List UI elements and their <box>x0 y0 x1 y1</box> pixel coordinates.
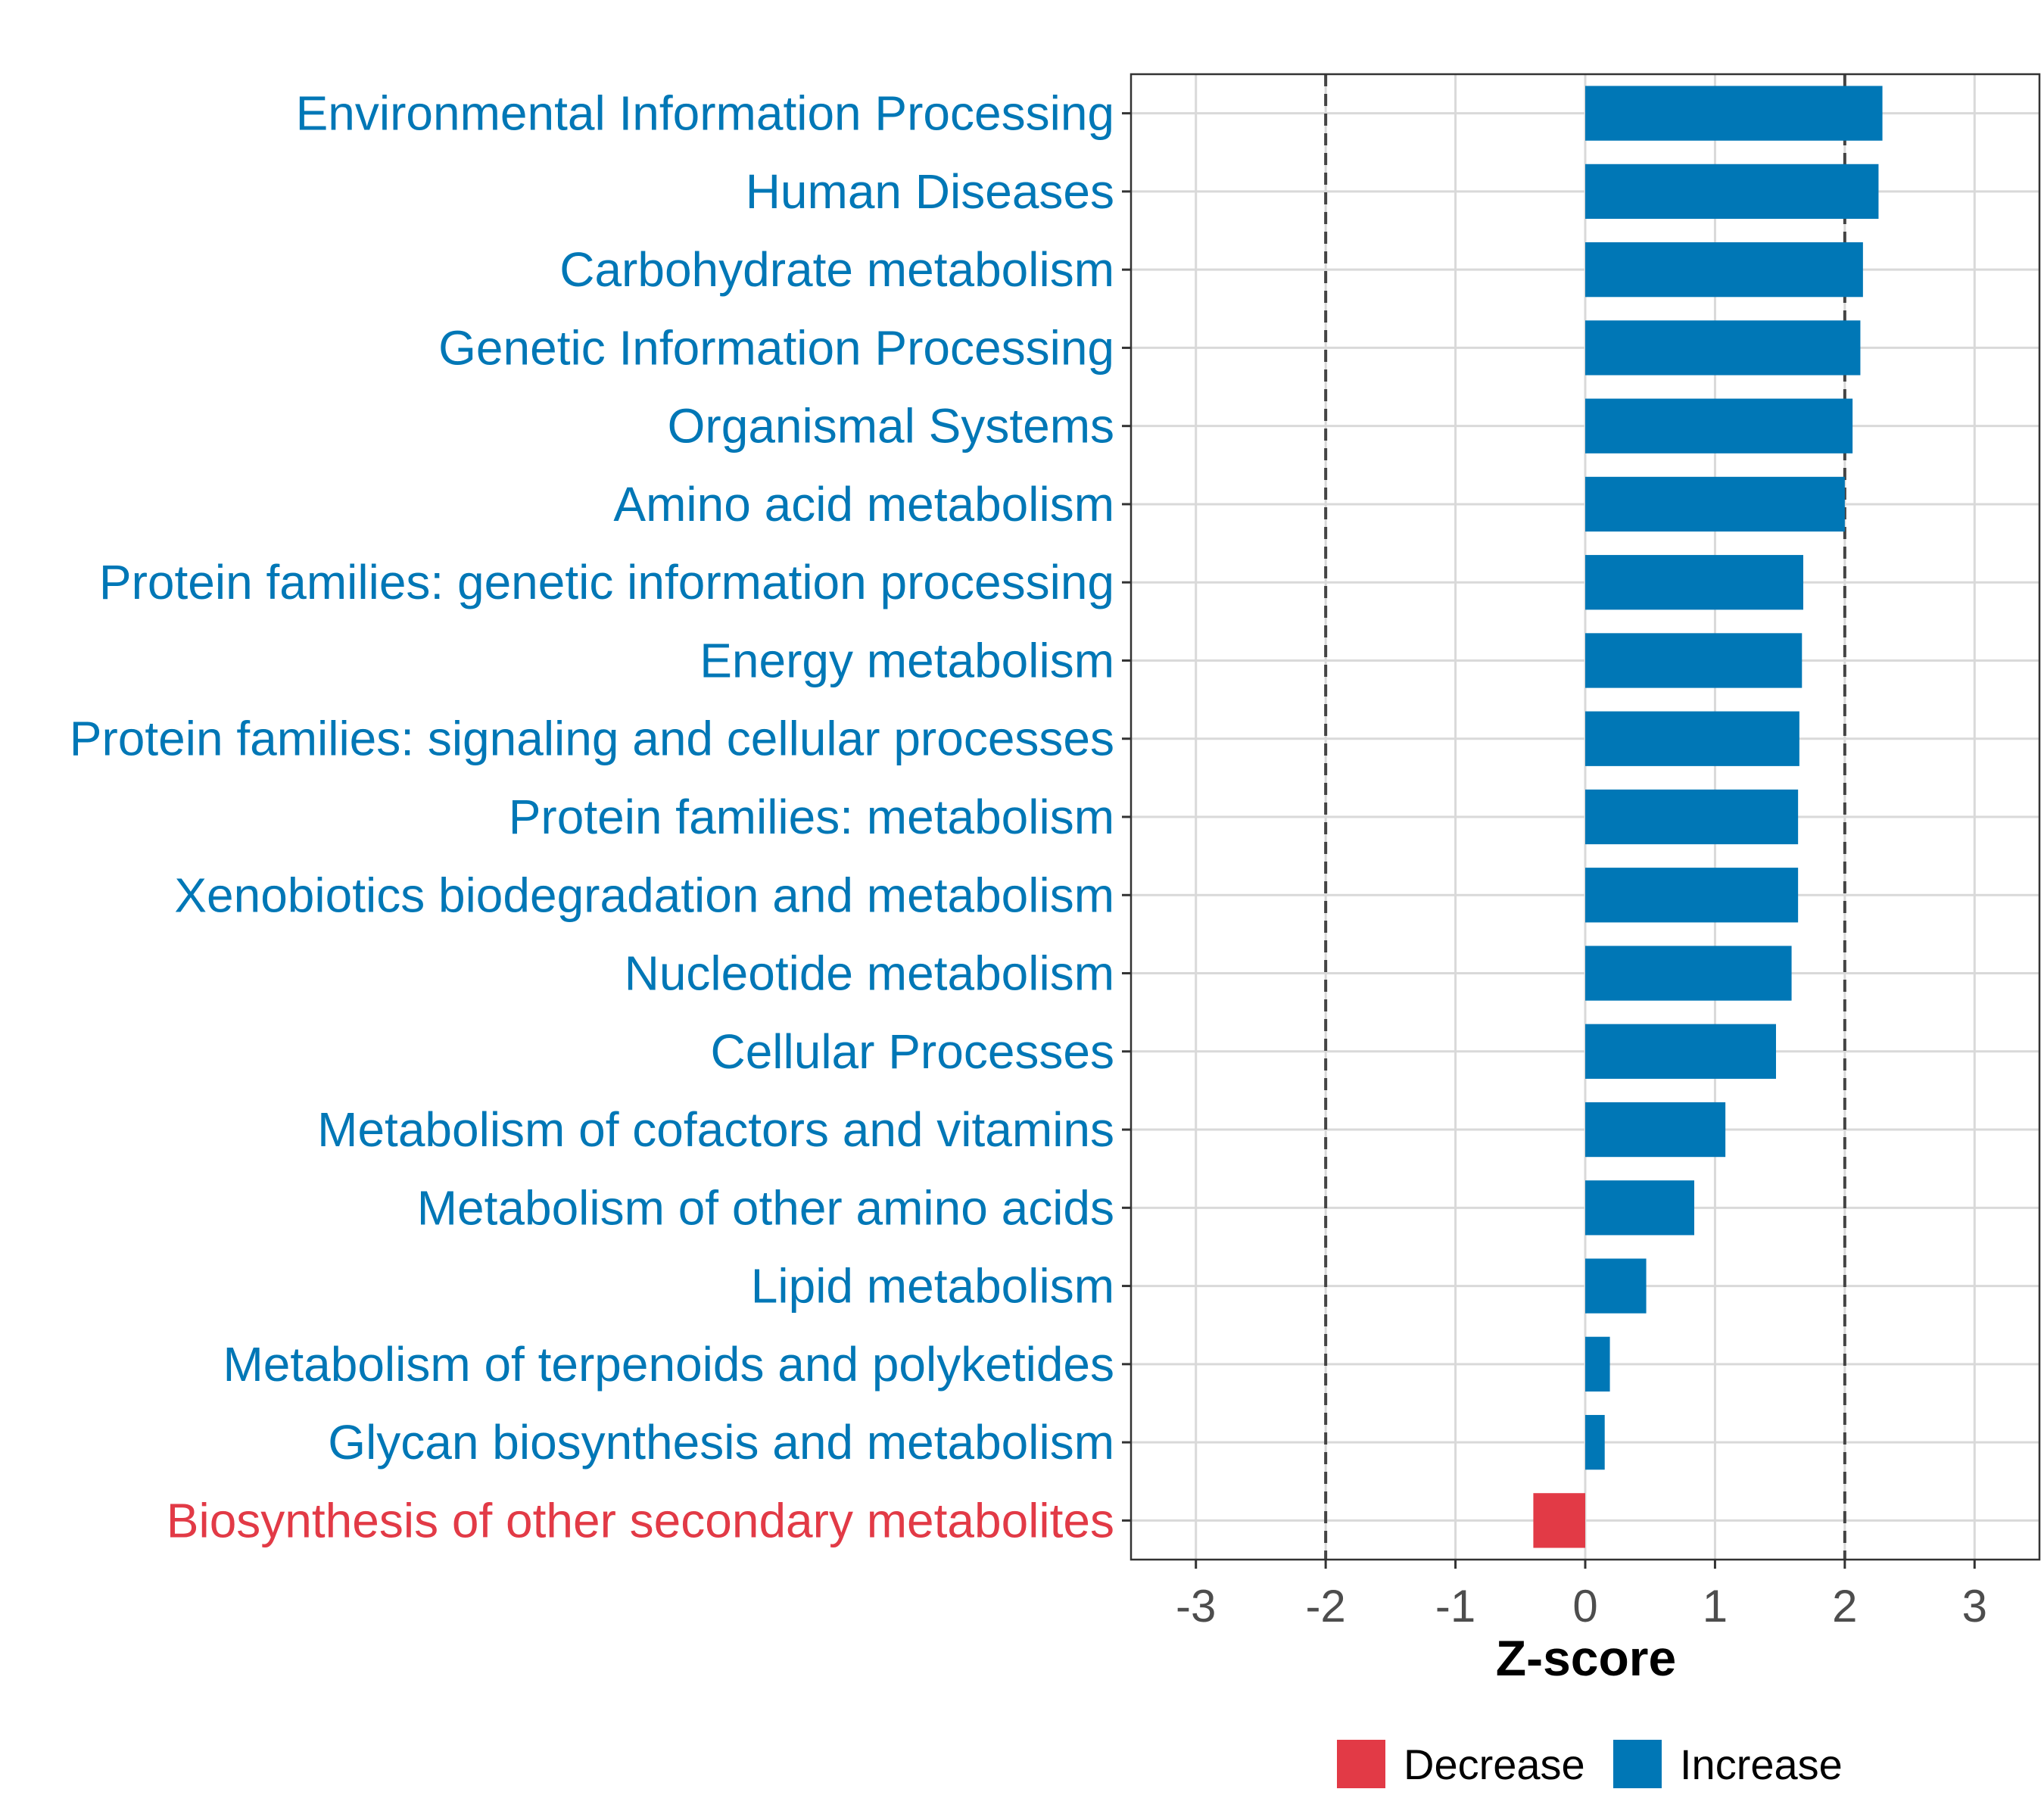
bar <box>1585 476 1845 532</box>
y-axis-labels: Environmental Information Processing Huma… <box>70 86 1114 1548</box>
y-tick-label: Protein families: metabolism <box>509 790 1114 844</box>
x-tick-label: 1 <box>1703 1581 1728 1632</box>
bar <box>1585 320 1861 376</box>
bar <box>1585 86 1883 141</box>
bar <box>1585 1336 1610 1392</box>
bar <box>1585 1180 1694 1236</box>
bar <box>1585 242 1863 298</box>
y-tick-label: Amino acid metabolism <box>613 477 1114 531</box>
legend-swatch <box>1613 1740 1662 1788</box>
y-tick-label: Carbohydrate metabolism <box>559 242 1114 297</box>
y-tick-label: Xenobiotics biodegradation and metabolis… <box>174 868 1114 922</box>
y-tick-label: Lipid metabolism <box>751 1259 1114 1314</box>
bar <box>1585 868 1799 923</box>
x-axis-title: Z-score <box>1496 1630 1676 1686</box>
x-tick-label: 0 <box>1572 1581 1597 1632</box>
y-tick-label: Metabolism of cofactors and vitamins <box>317 1102 1114 1157</box>
y-tick-label: Glycan biosynthesis and metabolism <box>328 1415 1114 1469</box>
bar <box>1585 946 1792 1001</box>
bar <box>1585 789 1799 845</box>
y-tick-label: Energy metabolism <box>700 633 1114 687</box>
bar <box>1585 711 1799 766</box>
legend-label: Decrease <box>1404 1741 1585 1788</box>
y-tick-label: Environmental Information Processing <box>296 86 1114 141</box>
y-tick-label: Nucleotide metabolism <box>625 946 1114 1001</box>
y-tick-label: Genetic Information Processing <box>438 320 1114 375</box>
legend-label: Increase <box>1680 1741 1843 1788</box>
y-tick-label: Metabolism of terpenoids and polyketides <box>223 1337 1114 1392</box>
y-tick-label: Protein families: genetic information pr… <box>99 555 1114 609</box>
x-tick-label: -1 <box>1435 1581 1475 1632</box>
bar <box>1585 164 1879 220</box>
x-axis-tick-labels: -3 -2 -1 0 1 2 3 <box>1176 1581 1987 1632</box>
bar <box>1585 633 1803 688</box>
x-tick-label: -3 <box>1176 1581 1216 1632</box>
bar <box>1585 1258 1647 1314</box>
y-tick-label: Metabolism of other amino acids <box>417 1180 1114 1235</box>
bar <box>1585 398 1853 453</box>
y-tick-label: Organismal Systems <box>668 399 1114 453</box>
legend: Decrease Increase <box>1337 1740 1843 1788</box>
y-tick-label: Biosynthesis of other secondary metaboli… <box>167 1493 1114 1547</box>
bar <box>1585 555 1803 610</box>
y-tick-label: Protein families: signaling and cellular… <box>70 712 1114 766</box>
bar <box>1533 1493 1585 1548</box>
bars <box>1533 86 1883 1548</box>
legend-swatch <box>1337 1740 1385 1788</box>
y-tick-label: Cellular Processes <box>710 1024 1114 1079</box>
x-axis-ticks <box>1195 1560 1976 1569</box>
x-tick-label: 2 <box>1832 1581 1857 1632</box>
bar <box>1585 1024 1776 1079</box>
y-axis-ticks <box>1122 112 1131 1522</box>
y-tick-label: Human Diseases <box>746 164 1114 219</box>
x-tick-label: 3 <box>1962 1581 1987 1632</box>
bar <box>1585 1102 1726 1158</box>
x-tick-label: -2 <box>1305 1581 1345 1632</box>
bar <box>1585 1414 1605 1470</box>
